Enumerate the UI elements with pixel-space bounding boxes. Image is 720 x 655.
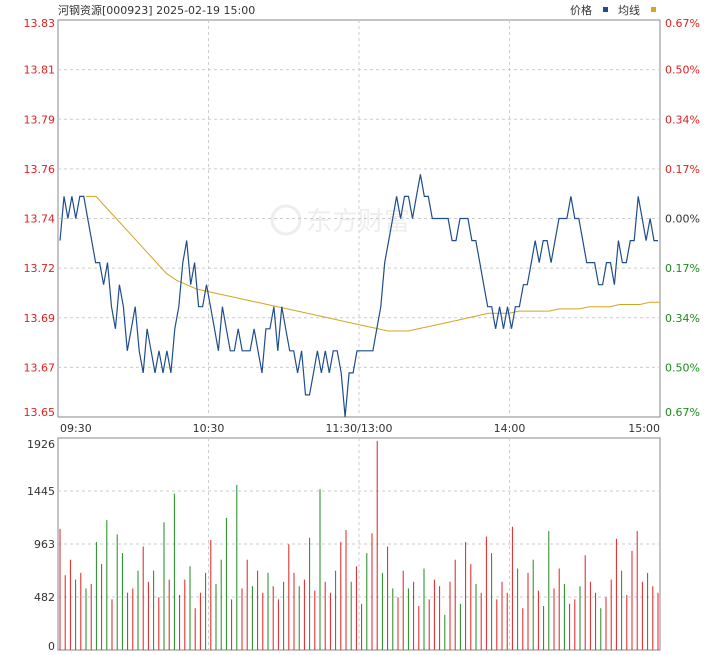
percent-tick-label: 0.67%: [665, 17, 700, 30]
time-tick-label: 09:30: [60, 422, 92, 435]
price-tick-label: 13.69: [24, 312, 56, 325]
time-tick-label: 14:00: [494, 422, 526, 435]
volume-tick-label: 963: [34, 538, 55, 551]
percent-tick-label: 0.67%: [665, 406, 700, 419]
percent-axis-right: 0.67% 0.50% 0.34% 0.17% 0.00% 0.17% 0.34% 0.50%…: [665, 17, 700, 419]
volume-bars: [59, 440, 659, 650]
price-tick-label: 13.76: [24, 163, 56, 176]
price-tick-label: 13.79: [24, 113, 56, 126]
time-tick-label: 15:00: [628, 422, 660, 435]
percent-tick-label: 0.00%: [665, 213, 700, 226]
price-tick-label: 13.65: [24, 406, 56, 419]
legend-avg-label: 均线: [618, 3, 640, 17]
average-line: [86, 195, 660, 332]
volume-tick-label: 0: [48, 640, 55, 653]
volume-grid: [58, 438, 660, 650]
price-tick-label: 13.67: [24, 361, 56, 374]
volume-tick-label: 1445: [27, 485, 55, 498]
price-axis-left: 13.83 13.81 13.79 13.76 13.74 13.72 13.69 13.67…: [24, 17, 56, 419]
percent-tick-label: 0.34%: [665, 312, 700, 325]
price-tick-label: 13.81: [24, 64, 56, 77]
legend-price-swatch: [603, 7, 608, 12]
watermark-logo: 东方财富: [270, 204, 410, 237]
legend-price-label: 价格: [570, 3, 592, 17]
volume-axis-left: 1926 1445 963 482 0: [27, 438, 55, 653]
time-tick-label: 11:30/13:00: [325, 422, 392, 435]
price-tick-label: 13.74: [24, 213, 56, 226]
percent-tick-label: 0.50%: [665, 64, 700, 77]
price-line: [59, 174, 658, 418]
percent-tick-label: 0.17%: [665, 163, 700, 176]
watermark-text: 东方财富: [306, 207, 410, 237]
volume-tick-label: 482: [34, 591, 55, 604]
chart-title: 河钢资源[000923] 2025-02-19 15:00: [58, 3, 255, 17]
percent-tick-label: 0.17%: [665, 262, 700, 275]
price-tick-label: 13.72: [24, 262, 56, 275]
legend-avg-swatch: [651, 7, 656, 12]
price-tick-label: 13.83: [24, 17, 56, 30]
percent-tick-label: 0.34%: [665, 113, 700, 126]
price-grid: [58, 20, 660, 417]
percent-tick-label: 0.50%: [665, 361, 700, 374]
volume-tick-label: 1926: [27, 438, 55, 451]
time-axis: 09:30 10:30 11:30/13:00 14:00 15:00: [60, 422, 660, 435]
time-tick-label: 10:30: [193, 422, 225, 435]
